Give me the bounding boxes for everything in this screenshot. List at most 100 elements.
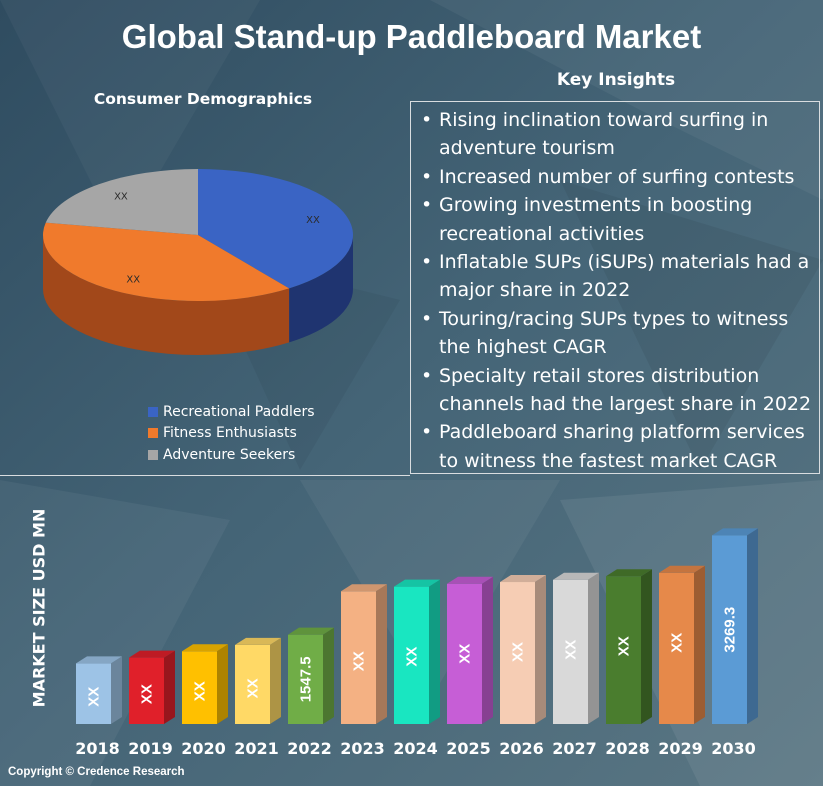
legend-label: Fitness Enthusiasts [163, 425, 297, 442]
insights-list: Rising inclination toward surfing in adv… [411, 102, 819, 475]
pie-top [42, 169, 353, 301]
legend-item: Adventure Seekers [148, 444, 315, 466]
bar-front [235, 644, 270, 724]
legend-label: Adventure Seekers [163, 446, 296, 463]
bar-top [182, 644, 228, 652]
bar-side [376, 584, 387, 724]
bar-side [111, 656, 122, 724]
bar-side [641, 569, 652, 724]
insight-item: Inflatable SUPs (iSUPs) materials had a … [417, 248, 815, 305]
bar-value-label: XX [510, 642, 527, 662]
bar-front [712, 535, 747, 724]
bar: XX [447, 576, 493, 724]
x-tick-label: 2022 [287, 739, 332, 758]
pie-slice [45, 169, 198, 235]
bar-front [553, 579, 588, 724]
x-tick-label: 2024 [393, 739, 438, 758]
bar-top [659, 565, 705, 573]
legend-swatch [148, 449, 158, 460]
x-tick-label: 2025 [446, 739, 491, 758]
x-tick-label: 2018 [75, 739, 120, 758]
copyright-text: Copyright © Credence Research [8, 766, 185, 778]
page-title: Global Stand-up Paddleboard Market [121, 18, 702, 55]
bar-top [712, 528, 758, 536]
bar-side [323, 627, 334, 724]
legend-item: Recreational Paddlers [148, 401, 315, 423]
bar-front [182, 651, 217, 724]
insight-item: Paddleboard sharing platform services to… [417, 418, 815, 475]
bar-value-label: XX [669, 633, 686, 653]
pie-legend: Recreational Paddlers Fitness Enthusiast… [148, 401, 315, 466]
insight-item: Rising inclination toward surfing in adv… [417, 106, 815, 163]
bar-value-label: XX [192, 681, 209, 701]
bar: XX [606, 569, 652, 724]
bar-side [694, 565, 705, 724]
bar: XX [553, 572, 599, 724]
x-tick-label: 2028 [605, 739, 650, 758]
bar-top [76, 656, 122, 664]
bar-value-label: XX [86, 687, 103, 707]
bar: XX [129, 650, 175, 724]
bar: XX [341, 584, 387, 724]
bar-top [553, 572, 599, 580]
x-tick-label: 2020 [181, 739, 226, 758]
section-divider [0, 475, 410, 476]
legend-item: Fitness Enthusiasts [148, 423, 315, 445]
bar-side [164, 650, 175, 724]
pie-slice-side [42, 235, 290, 355]
bar-side [535, 575, 546, 724]
pie-slice-label: XX [126, 274, 140, 285]
legend-swatch [148, 428, 158, 439]
bar-value-label: XX [245, 678, 262, 698]
bar-value-label: XX [351, 651, 368, 671]
bar: 3269.3 [712, 528, 758, 724]
x-tick-label: 2029 [658, 739, 703, 758]
bar-value-label: XX [457, 644, 474, 664]
insight-item: Specialty retail stores distribution cha… [417, 362, 815, 419]
bar: XX [659, 565, 705, 724]
bar: XX [182, 644, 228, 724]
bar-side [270, 637, 281, 724]
x-tick-label: 2019 [128, 739, 173, 758]
insights-title: Key Insights [556, 70, 676, 90]
bar: XX [76, 656, 122, 724]
pie-slice-side [289, 235, 353, 343]
bar-front [341, 591, 376, 724]
pie-labels: XX XX XX [114, 191, 320, 285]
bar: XX [235, 637, 281, 724]
x-tick-label: 2021 [234, 739, 279, 758]
bar-front [394, 586, 429, 724]
bar-chart: XX 2018 XX 2019 XX 2020 XX 2021 1547.5 2022 XX 2023… [75, 528, 758, 758]
bar-side [429, 579, 440, 724]
insight-item: Touring/racing SUPs types to witness the… [417, 305, 815, 362]
pie-sides [42, 235, 353, 355]
bar-front [659, 572, 694, 724]
bar-value-label: XX [616, 636, 633, 656]
bar-top [288, 627, 334, 635]
bar-front [76, 663, 111, 724]
bar-front [288, 634, 323, 724]
bar-front [447, 583, 482, 724]
pie-slice [42, 222, 290, 301]
bar-top [500, 575, 546, 583]
pie-chart-title: Consumer Demographics [93, 90, 313, 108]
bar-front [129, 657, 164, 724]
pie-chart: XX XX XX [42, 169, 353, 355]
bar-top [129, 650, 175, 658]
bar-top [606, 569, 652, 577]
bar-value-label: 1547.5 [298, 656, 315, 702]
pie-slice-label: XX [114, 191, 128, 202]
legend-swatch [148, 406, 158, 417]
pie-slice-label: XX [306, 215, 320, 226]
bar-value-label: XX [139, 684, 156, 704]
bar-top [341, 584, 387, 592]
insight-item: Increased number of surfing contests [417, 163, 815, 192]
insights-box: Rising inclination toward surfing in adv… [410, 101, 820, 474]
bar: 1547.5 [288, 627, 334, 724]
pie-slice [198, 169, 353, 289]
x-tick-label: 2023 [340, 739, 385, 758]
bar-front [500, 582, 535, 724]
bar-side [588, 572, 599, 724]
bar-side [217, 644, 228, 724]
bar-value-label: XX [563, 640, 580, 660]
